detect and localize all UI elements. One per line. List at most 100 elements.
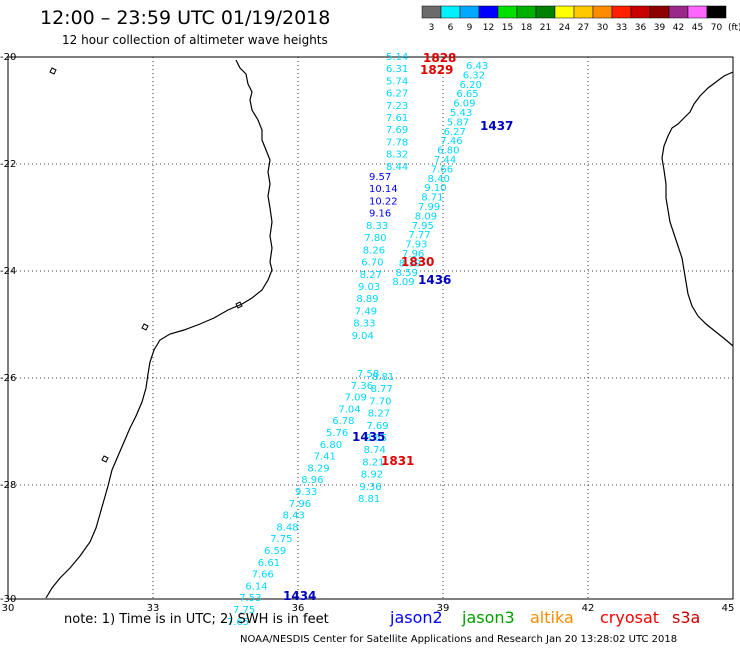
track-value: 7.96	[289, 499, 311, 510]
scale-label: 18	[521, 23, 533, 33]
track-value: 7.75	[270, 534, 292, 545]
island-outline	[49, 67, 57, 75]
track-value: 8.44	[386, 162, 408, 173]
track-value: 7.09	[345, 393, 367, 404]
satellite-legend-item: jason3	[462, 608, 515, 627]
track-value: 7.80	[364, 233, 386, 244]
scale-label: 45	[692, 23, 703, 33]
track-value: 6.65	[456, 89, 478, 100]
map-frame	[7, 56, 734, 600]
scale-swatch	[611, 5, 632, 19]
track-value: 8.29	[307, 463, 329, 474]
track-value: 8.32	[386, 150, 408, 161]
lat-label: -28	[0, 480, 16, 491]
track-value: 6.78	[332, 416, 354, 427]
track-value: 9.33	[295, 487, 317, 498]
credit-line: NOAA/NESDIS Center for Satellite Applica…	[240, 634, 678, 645]
track-value: 7.66	[431, 164, 453, 175]
scale-swatch	[421, 5, 442, 19]
scale-swatch	[687, 5, 708, 19]
track-value: 8.77	[371, 384, 393, 395]
track-value: 9.57	[369, 172, 391, 183]
track-value: 7.96	[402, 249, 424, 260]
scale-swatch	[630, 5, 651, 19]
satellite-legend-item: jason2	[390, 608, 443, 627]
track-value: 6.32	[463, 70, 485, 81]
lat-lon-grid	[8, 57, 733, 599]
track-value: 7.41	[314, 452, 336, 463]
track-value: 8.74	[364, 445, 386, 456]
track-value: 8.33	[353, 319, 375, 330]
time-mark: 1434	[283, 589, 316, 603]
track-value: 8.71	[421, 193, 443, 204]
track-value: 8.40	[428, 174, 450, 185]
track-value: 8.09	[392, 277, 414, 288]
track-value: 7.44	[434, 155, 456, 166]
track-value: 6.31	[386, 64, 408, 75]
lat-label: -30	[0, 594, 16, 605]
island-outline-2	[235, 301, 243, 309]
track-value: 10.22	[369, 196, 398, 207]
track-value: 7.49	[355, 306, 377, 317]
track-value: 6.14	[245, 581, 267, 592]
track-value: 7.69	[386, 125, 408, 136]
scale-swatch	[573, 5, 594, 19]
track-value: 6.59	[264, 546, 286, 557]
track-value: 8.27	[368, 409, 390, 420]
scale-swatch	[440, 5, 461, 19]
track-value: 5.87	[447, 117, 469, 128]
track-value: 7.61	[386, 113, 408, 124]
track-value: 8.92	[361, 470, 383, 481]
altimeter-tracks: 5.146.315.746.277.237.617.697.788.328.44…	[227, 52, 488, 628]
track-value: 6.43	[466, 61, 488, 72]
track-value: 7.77	[408, 230, 430, 241]
lat-label: -26	[0, 373, 16, 384]
track-value: 8.81	[358, 494, 380, 505]
scale-label: 33	[616, 23, 627, 33]
footnote: note: 1) Time is in UTC; 2) SWH is in fe…	[64, 612, 329, 627]
track-value: 6.70	[361, 258, 383, 269]
scale-swatch	[516, 5, 537, 19]
track-value: 7.70	[369, 396, 391, 407]
africa-coastline	[45, 59, 273, 599]
track-value: 7.93	[405, 240, 427, 251]
track-value: 7.36	[351, 381, 373, 392]
track-value: 7.53	[239, 593, 261, 604]
time-mark: 1435	[352, 430, 385, 444]
lat-label: -24	[0, 266, 16, 277]
track-value: 8.81	[372, 372, 394, 383]
island-outline-3	[101, 455, 109, 463]
satellite-legend-item: cryosat	[600, 608, 660, 627]
scale-label: 36	[635, 23, 647, 33]
track-value: 5.74	[386, 76, 408, 87]
scale-label: 9	[467, 23, 473, 33]
lon-label: 30	[2, 603, 15, 614]
track-value: 6.27	[444, 127, 466, 138]
time-mark: 1437	[480, 119, 513, 133]
lon-label: 33	[147, 603, 160, 614]
satellite-legend-item: s3a	[672, 608, 701, 627]
track-value: 7.23	[386, 101, 408, 112]
scale-label: 42	[673, 23, 684, 33]
scale-label: 21	[540, 23, 551, 33]
track-value: 8.59	[396, 268, 418, 279]
scale-swatch	[592, 5, 613, 19]
scale-label: 30	[597, 23, 609, 33]
track-value: 7.99	[418, 202, 440, 213]
scale-swatch	[649, 5, 670, 19]
track-value: 8.21	[362, 457, 384, 468]
track-value: 7.95	[412, 221, 434, 232]
track-value: 9.03	[358, 282, 380, 293]
satellite-legend-item: altika	[530, 608, 574, 627]
scale-label: 27	[578, 23, 589, 33]
track-value: 7.66	[252, 570, 274, 581]
page-title: 12:00 – 23:59 UTC 01/19/2018	[40, 7, 331, 29]
track-value: 8.27	[360, 270, 382, 281]
scale-swatch	[668, 5, 689, 19]
scale-swatch	[706, 5, 727, 19]
track-value: 8.48	[276, 522, 298, 533]
